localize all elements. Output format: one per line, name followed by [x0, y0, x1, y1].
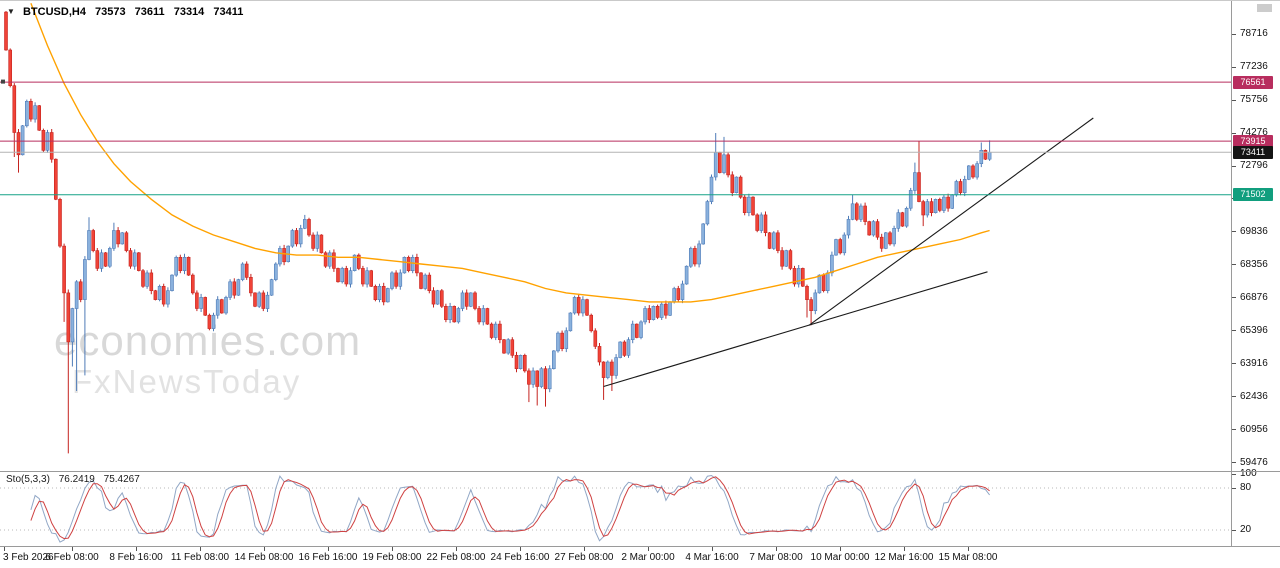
price-axis-tick: [1232, 462, 1236, 464]
price-axis-label: 68356: [1240, 258, 1268, 270]
sto-axis-tick: [1232, 473, 1236, 475]
stochastic-main-line: [30, 474, 990, 543]
price-axis-tick: [1232, 231, 1236, 233]
time-axis-label: 27 Feb 08:00: [554, 552, 614, 563]
price-axis-label: 77236: [1240, 61, 1268, 73]
time-axis-label: 22 Feb 08:00: [426, 552, 486, 563]
stochastic-canvas[interactable]: [0, 472, 1231, 546]
price-badge-73411: 73411: [1233, 145, 1273, 159]
price-axis-tick: [1232, 66, 1236, 68]
price-axis-tick: [1232, 99, 1236, 101]
time-axis-tick: [200, 547, 201, 551]
time-axis-label: 15 Mar 08:00: [938, 552, 998, 563]
time-axis-tick: [904, 547, 905, 551]
time-axis-label: 3 Feb 2026: [3, 552, 54, 563]
time-axis-label: 12 Mar 16:00: [874, 552, 934, 563]
time-axis-tick: [712, 547, 713, 551]
time-axis-divider: [0, 546, 1280, 547]
time-axis-tick: [136, 547, 137, 551]
sto-axis-tick: [1232, 487, 1236, 489]
time-axis-label: 6 Feb 08:00: [45, 552, 99, 563]
price-axis-tick: [1232, 429, 1236, 431]
price-chart-canvas[interactable]: [0, 1, 1231, 471]
time-axis-tick: [648, 547, 649, 551]
time-axis-tick: [968, 547, 969, 551]
ohlc-close-value: 73411: [213, 6, 244, 18]
time-axis-tick: [840, 547, 841, 551]
time-axis-tick: [520, 547, 521, 551]
time-axis-label: 19 Feb 08:00: [362, 552, 422, 563]
panel-divider[interactable]: [0, 471, 1280, 472]
time-axis-tick: [456, 547, 457, 551]
sto-axis-label: 20: [1240, 524, 1252, 535]
indicator-signal-value: 75.4267: [103, 474, 140, 485]
time-axis-label: 2 Mar 00:00: [621, 552, 675, 563]
time-axis-label: 8 Feb 16:00: [109, 552, 163, 563]
time-axis-tick: [4, 547, 5, 551]
ohlc-open-value: 73573: [95, 6, 126, 18]
price-axis-label: 59476: [1240, 456, 1268, 468]
price-axis-label: 63916: [1240, 357, 1268, 369]
price-axis-tick: [1232, 264, 1236, 266]
stochastic-signal-line: [30, 476, 990, 540]
time-axis-label: 14 Feb 08:00: [234, 552, 294, 563]
price-axis-label: 75756: [1240, 94, 1268, 106]
axis-corner-marker: [1257, 4, 1272, 12]
time-axis[interactable]: 3 Feb 2026 6 Feb 08:00 8 Feb 16:00 11 Feb 0…: [0, 547, 1280, 568]
sto-axis-label: 80: [1240, 482, 1252, 493]
indicator-name: Sto(5,3,3): [6, 474, 50, 485]
time-axis-label: 10 Mar 00:00: [810, 552, 870, 563]
price-axis-tick: [1232, 297, 1236, 299]
time-axis-label: 7 Mar 08:00: [749, 552, 803, 563]
time-axis-label: 4 Mar 16:00: [685, 552, 739, 563]
time-axis-label: 11 Feb 08:00: [170, 552, 230, 563]
price-axis-tick: [1232, 396, 1236, 398]
price-axis-label: 65396: [1240, 324, 1268, 336]
price-axis-label: 72796: [1240, 160, 1268, 171]
moving-average-line[interactable]: [30, 2, 990, 303]
symbol-dropdown-icon[interactable]: ▼: [7, 7, 15, 16]
price-axis-tick: [1232, 33, 1236, 35]
price-axis-label: 69836: [1240, 225, 1268, 237]
time-axis-tick: [72, 547, 73, 551]
price-axis-label: 74276: [1240, 127, 1268, 139]
time-axis-label: 24 Feb 16:00: [490, 552, 550, 563]
price-badge-73915: 73915: [1233, 134, 1273, 148]
candlesticks-group: [4, 11, 992, 454]
ohlc-high-value: 73611: [134, 6, 165, 18]
hline-anchor-handle[interactable]: [1, 79, 5, 84]
price-axis-label: 60956: [1240, 423, 1268, 435]
sto-axis-tick: [1232, 529, 1236, 531]
price-axis-tick: [1232, 363, 1236, 365]
price-axis-label: 66876: [1240, 291, 1268, 303]
time-axis-tick: [392, 547, 393, 551]
price-axis-label: 78716: [1240, 28, 1268, 40]
price-axis-tick: [1232, 330, 1236, 332]
price-axis-tick: [1232, 165, 1236, 167]
price-axis-label: 62436: [1240, 390, 1268, 402]
symbol-title: BTCUSD,H4: [22, 6, 86, 18]
price-badge-76561: 76561: [1233, 75, 1273, 89]
main-chart-panel: economies.com FxNewsToday ▼ BTCUSD,H4 73…: [0, 1, 1231, 471]
time-axis-tick: [776, 547, 777, 551]
symbol-info-bar: ▼ BTCUSD,H4 73573 73611 73314 73411: [7, 6, 243, 18]
trendline-2[interactable]: [808, 117, 1094, 326]
ohlc-low-value: 73314: [173, 6, 205, 18]
indicator-label[interactable]: Sto(5,3,3) 76.2419 75.4267: [6, 474, 146, 485]
time-axis-label: 16 Feb 16:00: [298, 552, 358, 563]
sto-axis-label: 100: [1240, 468, 1257, 479]
indicator-main-value: 76.2419: [58, 474, 95, 485]
time-axis-tick: [264, 547, 265, 551]
price-axis[interactable]: 7871677236757567427672796713166983668356…: [1231, 1, 1280, 546]
price-axis-tick: [1232, 132, 1236, 134]
time-axis-tick: [328, 547, 329, 551]
price-badge-71502: 71502: [1233, 188, 1273, 202]
time-axis-tick: [584, 547, 585, 551]
trendline-1[interactable]: [603, 271, 988, 388]
